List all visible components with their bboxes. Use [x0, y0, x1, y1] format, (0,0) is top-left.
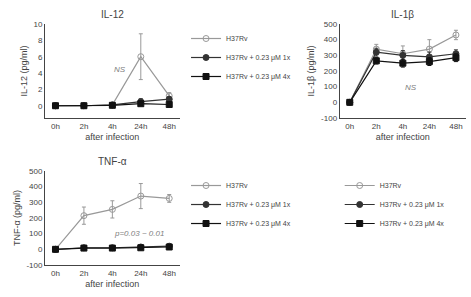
svg-text:24h: 24h — [134, 122, 147, 131]
svg-text:0h: 0h — [51, 269, 60, 278]
svg-text:after infection: after infection — [376, 132, 430, 142]
svg-text:2h: 2h — [372, 122, 381, 131]
svg-text:24h: 24h — [423, 122, 436, 131]
svg-text:H37Rv + 0.23 μM 1x: H37Rv + 0.23 μM 1x — [226, 54, 291, 62]
svg-text:IL-1β: IL-1β — [391, 9, 414, 20]
svg-text:after infection: after infection — [85, 279, 139, 289]
svg-text:TNF-α: TNF-α — [98, 156, 127, 167]
svg-text:300: 300 — [324, 51, 338, 60]
svg-text:8: 8 — [38, 36, 43, 45]
svg-text:H37Rv: H37Rv — [226, 35, 248, 42]
svg-text:H37Rv + 0.23 μM 4x: H37Rv + 0.23 μM 4x — [226, 220, 291, 228]
svg-text:H37Rv + 0.23 μM 1x: H37Rv + 0.23 μM 1x — [226, 201, 291, 209]
svg-text:0: 0 — [38, 245, 43, 254]
svg-text:4h: 4h — [108, 122, 117, 131]
svg-text:H37Rv: H37Rv — [380, 182, 402, 189]
svg-text:0h: 0h — [51, 122, 60, 131]
svg-text:-100: -100 — [26, 261, 43, 270]
svg-text:48h: 48h — [163, 122, 176, 131]
svg-text:H37Rv: H37Rv — [226, 182, 248, 189]
svg-text:p=0.03 ~ 0.01: p=0.03 ~ 0.01 — [114, 229, 164, 238]
svg-text:4h: 4h — [398, 122, 407, 131]
svg-text:100: 100 — [29, 229, 43, 238]
svg-text:200: 200 — [29, 214, 43, 223]
svg-text:NS: NS — [405, 83, 417, 92]
svg-text:4: 4 — [38, 69, 43, 78]
svg-text:IL-12: IL-12 — [101, 9, 124, 20]
svg-text:10: 10 — [33, 20, 42, 29]
svg-text:300: 300 — [29, 198, 43, 207]
svg-text:after infection: after infection — [85, 132, 139, 142]
svg-text:200: 200 — [324, 67, 338, 76]
svg-text:H37Rv + 0.23 μM 4x: H37Rv + 0.23 μM 4x — [380, 220, 445, 228]
svg-text:2: 2 — [38, 85, 43, 94]
svg-text:48h: 48h — [163, 269, 176, 278]
svg-text:TNF-α (pg/ml): TNF-α (pg/ml) — [12, 190, 22, 246]
svg-text:400: 400 — [29, 182, 43, 191]
svg-text:NS: NS — [114, 65, 126, 74]
svg-text:-100: -100 — [321, 114, 338, 123]
svg-text:400: 400 — [324, 35, 338, 44]
svg-text:IL-1β (pg/ml): IL-1β (pg/ml) — [306, 45, 316, 96]
svg-text:100: 100 — [324, 82, 338, 91]
svg-text:2h: 2h — [79, 269, 88, 278]
svg-text:0: 0 — [38, 102, 43, 111]
svg-text:500: 500 — [324, 20, 338, 29]
svg-text:H37Rv + 0.23 μM 1x: H37Rv + 0.23 μM 1x — [380, 201, 445, 209]
svg-text:6: 6 — [38, 52, 43, 61]
svg-text:4h: 4h — [108, 269, 117, 278]
svg-text:H37Rv + 0.23 μM 4x: H37Rv + 0.23 μM 4x — [226, 73, 291, 81]
svg-text:500: 500 — [29, 167, 43, 176]
svg-text:24h: 24h — [134, 269, 147, 278]
svg-text:IL-12 (pg/ml): IL-12 (pg/ml) — [19, 45, 29, 96]
svg-text:0h: 0h — [345, 122, 354, 131]
svg-text:48h: 48h — [449, 122, 462, 131]
svg-text:2h: 2h — [79, 122, 88, 131]
svg-text:0: 0 — [333, 98, 338, 107]
